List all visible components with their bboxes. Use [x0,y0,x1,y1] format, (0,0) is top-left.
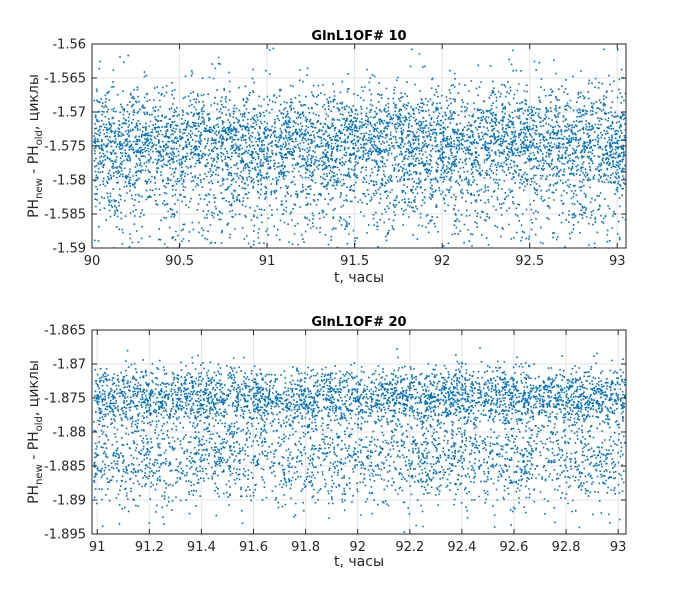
y-axis-label: PHnew - PHold, циклы [26,360,45,504]
x-tick-label: 92 [349,540,366,555]
x-tick-label: 91.4 [187,540,216,555]
x-tick-label: 92.4 [447,540,476,555]
y-tick-label: -1.865 [44,324,86,339]
x-tick-label: 92.5 [515,254,544,269]
y-axis-label-part: - PH [26,431,42,464]
chart-title: GlnL1OF# 20 [311,315,406,330]
y-tick-label: -1.565 [44,72,86,87]
y-tick-label: -1.58 [52,174,86,189]
y-axis-label-part: - PH [26,145,42,178]
x-tick-label: 92 [434,254,451,269]
y-tick-label: -1.56 [52,38,86,53]
x-tick-label: 91.5 [340,254,369,269]
y-axis-label-part: , циклы [26,74,42,130]
y-tick-label: -1.57 [52,106,86,121]
x-tick-label: 91.6 [239,540,268,555]
x-tick-label: 92.2 [395,540,424,555]
x-tick-label: 90 [84,254,101,269]
x-axis-label: t, часы [334,270,384,286]
data-points [93,347,626,534]
y-axis-label: PHnew - PHold, циклы [26,74,45,218]
x-tick-label: 91 [89,540,106,555]
y-axis-label-part: PH [26,485,42,504]
data-points [93,47,626,248]
y-tick-label: -1.575 [44,140,86,155]
chart-panel-2: 91 91.2 91.4 91.6 91.8 92 92.2 92.4 92.6 92.8 93 -1… [26,315,627,570]
x-tick-label: 92.6 [500,540,529,555]
y-tick-label: -1.88 [52,426,86,441]
x-axis-label: t, часы [334,554,384,570]
x-tick-label: 93 [609,254,626,269]
x-tick-label: 93 [610,540,627,555]
chart-title: GlnL1OF# 10 [311,29,406,44]
chart-panel-1: 90 90.5 91 91.5 92 92.5 93 -1.56 -1.565 -1.57 -1.5… [26,29,627,286]
scatter-series [93,47,626,248]
scatter-series [93,347,626,534]
y-axis-label-part: PH [26,199,42,218]
x-tick-label: 90.5 [165,254,194,269]
y-tick-label: -1.59 [52,242,86,257]
x-tick-label: 91 [259,254,276,269]
y-axis-label-subscript: new [34,464,45,485]
x-tick-label: 91.2 [135,540,164,555]
y-axis-label-subscript: new [34,178,45,199]
x-tick-label: 91.8 [291,540,320,555]
y-tick-label: -1.87 [52,358,86,373]
y-tick-label: -1.585 [44,208,86,223]
y-tick-label: -1.895 [44,528,86,543]
y-tick-label: -1.885 [44,460,86,475]
y-axis-label-subscript: old [34,130,45,145]
y-tick-label: -1.89 [52,494,86,509]
x-tick-label: 92.8 [552,540,581,555]
y-tick-label: -1.875 [44,392,86,407]
y-axis-label-subscript: old [34,416,45,431]
y-axis-label-part: , циклы [26,360,42,416]
